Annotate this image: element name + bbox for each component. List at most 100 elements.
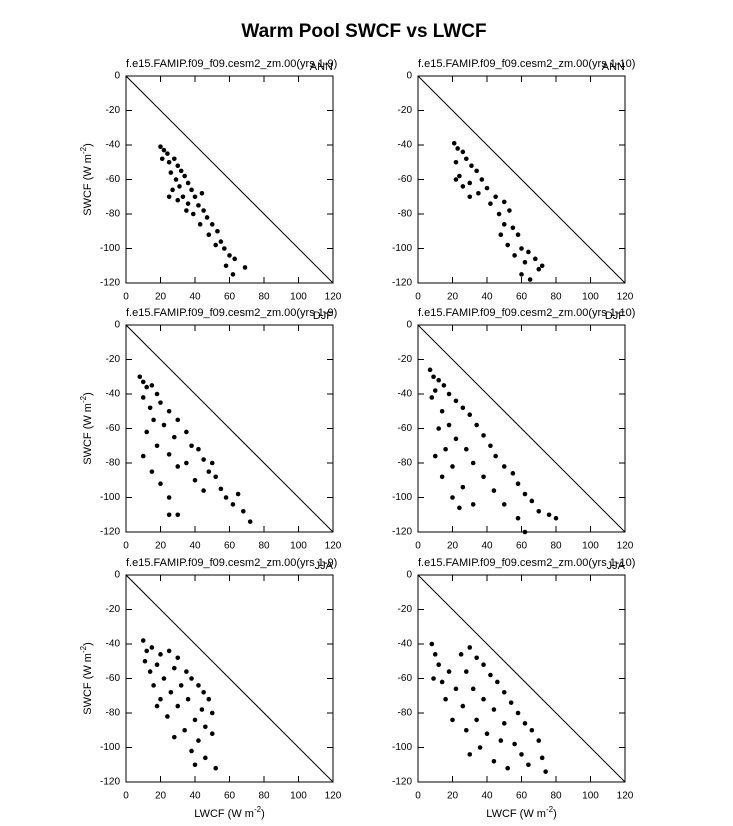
scatter-point bbox=[201, 208, 206, 213]
reference-line bbox=[417, 574, 626, 783]
scatter-point bbox=[526, 249, 531, 255]
scatter-point bbox=[166, 194, 172, 200]
x-tick-label: 80 bbox=[550, 791, 562, 802]
scatter-point bbox=[206, 469, 212, 474]
scatter-point bbox=[529, 498, 535, 504]
x-tick-label: 40 bbox=[481, 292, 493, 303]
scatter-point bbox=[476, 191, 481, 196]
x-tick-label: 100 bbox=[290, 292, 307, 303]
scatter-point bbox=[493, 453, 498, 459]
axis-label: SWCF (W m-2) bbox=[79, 143, 94, 216]
reference-line bbox=[125, 574, 334, 783]
scatter-point bbox=[536, 266, 542, 272]
scatter-point bbox=[526, 762, 531, 768]
scatter-point bbox=[242, 265, 248, 270]
y-tick-label: -60 bbox=[106, 423, 121, 434]
y-tick-label: -40 bbox=[398, 140, 413, 151]
scatter-point bbox=[491, 759, 497, 764]
scatter-point bbox=[140, 453, 146, 459]
scatter-point bbox=[227, 253, 232, 258]
scatter-point bbox=[140, 638, 146, 643]
axis-label-close: ) bbox=[82, 392, 94, 396]
scatter-point bbox=[184, 669, 189, 674]
axis-label-close: ) bbox=[82, 143, 94, 147]
x-tick-label: 80 bbox=[258, 292, 270, 303]
scatter-point bbox=[213, 765, 218, 771]
y-tick-label: 0 bbox=[114, 71, 120, 82]
scatter-point bbox=[166, 408, 172, 414]
scatter-point bbox=[458, 652, 464, 657]
y-tick-label: -80 bbox=[106, 458, 121, 469]
panel-season: DJF bbox=[313, 310, 333, 322]
scatter-point bbox=[501, 690, 507, 695]
reference-line bbox=[417, 324, 626, 533]
x-tick-label: 120 bbox=[617, 791, 634, 802]
scatter-point bbox=[467, 412, 473, 418]
scatter-point bbox=[453, 159, 459, 165]
scatter-point bbox=[498, 232, 504, 237]
scatter-point bbox=[223, 263, 229, 269]
scatter-point bbox=[222, 246, 227, 251]
x-tick-label: 40 bbox=[189, 791, 201, 802]
scatter-point bbox=[192, 194, 198, 200]
axis-label-sup: -2 bbox=[79, 645, 88, 653]
scatter-point bbox=[427, 367, 433, 373]
y-tick-label: -60 bbox=[106, 673, 121, 684]
scatter-point bbox=[137, 374, 143, 380]
scatter-point bbox=[189, 443, 194, 449]
x-tick-label: 80 bbox=[550, 541, 562, 552]
x-tick-label: 80 bbox=[258, 541, 270, 552]
scatter-point bbox=[477, 745, 483, 750]
y-tick-label: 0 bbox=[114, 320, 120, 331]
x-tick-label: 20 bbox=[447, 541, 459, 552]
x-tick-label: 40 bbox=[481, 791, 493, 802]
scatter-point bbox=[215, 228, 220, 234]
scatter-point bbox=[515, 710, 521, 716]
x-tick-label: 100 bbox=[582, 292, 599, 303]
y-tick-label: -100 bbox=[100, 492, 120, 503]
y-tick-label: 0 bbox=[406, 71, 412, 82]
scatter-point bbox=[488, 443, 493, 449]
scatter-point bbox=[488, 672, 493, 678]
scatter-point bbox=[467, 194, 473, 200]
axis-label-close: ) bbox=[82, 642, 94, 646]
y-tick-label: -40 bbox=[106, 389, 121, 400]
scatter-point bbox=[154, 443, 160, 449]
scatter-point bbox=[197, 222, 203, 227]
panel-subtitle: f.e15.FAMIP.f09_f09.cesm2_zm.00(yrs 1-9) bbox=[126, 58, 337, 70]
scatter-point bbox=[175, 512, 181, 518]
scatter-point bbox=[464, 446, 469, 452]
scatter-point bbox=[166, 495, 172, 500]
scatter-point bbox=[209, 710, 215, 716]
scatter-point bbox=[432, 453, 438, 459]
scatter-point bbox=[501, 199, 507, 205]
scatter-point bbox=[172, 734, 177, 740]
axis-label: SWCF (W m-2) bbox=[79, 642, 94, 715]
y-tick-label: -60 bbox=[398, 423, 413, 434]
scatter-point bbox=[218, 239, 224, 244]
x-tick-label: 60 bbox=[224, 292, 236, 303]
panel-subtitle: f.e15.FAMIP.f09_f09.cesm2_zm.00(yrs 1-10… bbox=[418, 58, 635, 70]
scatter-point bbox=[199, 707, 205, 712]
axis-label-text: SWCF (W m bbox=[82, 403, 94, 465]
scatter-point bbox=[144, 384, 149, 390]
scatter-point bbox=[495, 679, 500, 685]
axis-label-close: ) bbox=[553, 808, 557, 820]
scatter-point bbox=[165, 714, 170, 719]
scatter-point bbox=[180, 194, 186, 200]
scatter-point bbox=[491, 707, 497, 712]
scatter-point bbox=[481, 474, 486, 480]
scatter-point bbox=[464, 669, 469, 674]
scatter-point bbox=[142, 658, 148, 664]
axis-label-sup: -2 bbox=[254, 805, 262, 814]
x-tick-label: 20 bbox=[155, 541, 167, 552]
scatter-point bbox=[546, 512, 552, 518]
scatter-point bbox=[515, 515, 521, 521]
x-tick-label: 120 bbox=[617, 541, 634, 552]
y-tick-label: -20 bbox=[398, 105, 413, 116]
scatter-point bbox=[467, 645, 473, 650]
scatter-point bbox=[209, 460, 215, 466]
axis-label: SWCF (W m-2) bbox=[79, 392, 94, 465]
scatter-point bbox=[154, 391, 160, 397]
scatter-point bbox=[470, 686, 476, 692]
